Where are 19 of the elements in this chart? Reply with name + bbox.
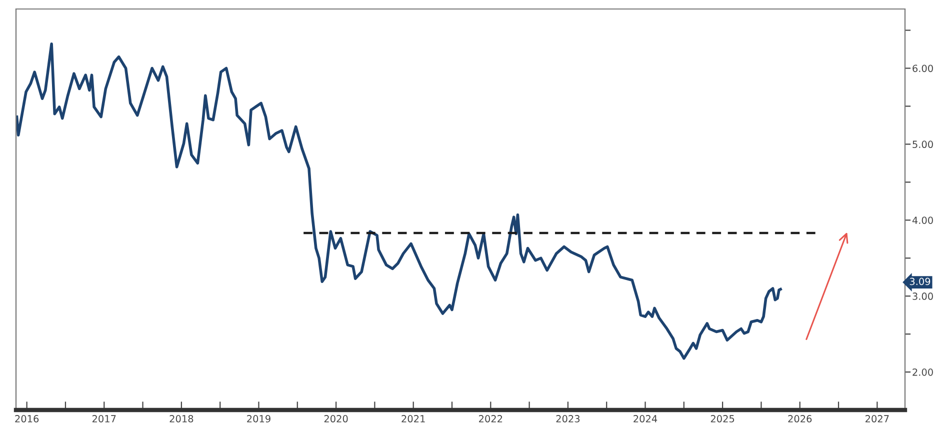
line-series bbox=[16, 42, 782, 360]
x-tick-label: 2020 bbox=[324, 415, 348, 422]
y-tick-label: 6.00 bbox=[912, 64, 933, 72]
x-tick-label: 2023 bbox=[556, 415, 580, 422]
x-tick-label: 2025 bbox=[710, 415, 734, 422]
x-tick-label: 2026 bbox=[788, 415, 812, 422]
y-tick-label: 3.00 bbox=[912, 292, 933, 300]
x-tick-label: 2021 bbox=[402, 415, 425, 422]
x-tick-label: 2016 bbox=[15, 415, 39, 422]
x-tick-label: 2022 bbox=[478, 415, 502, 422]
y-tick-label: 5.00 bbox=[912, 140, 933, 148]
y-tick-label: 2.00 bbox=[912, 368, 933, 376]
x-tick-label: 2017 bbox=[92, 415, 116, 422]
y-tick-label: 4.00 bbox=[912, 216, 933, 224]
x-tick-label: 2024 bbox=[634, 415, 658, 422]
text: 3.09 bbox=[910, 278, 930, 286]
x-tick-label: 2027 bbox=[866, 415, 889, 422]
x-tick-label: 2018 bbox=[170, 415, 194, 422]
x-tick-label: 2019 bbox=[247, 415, 270, 422]
